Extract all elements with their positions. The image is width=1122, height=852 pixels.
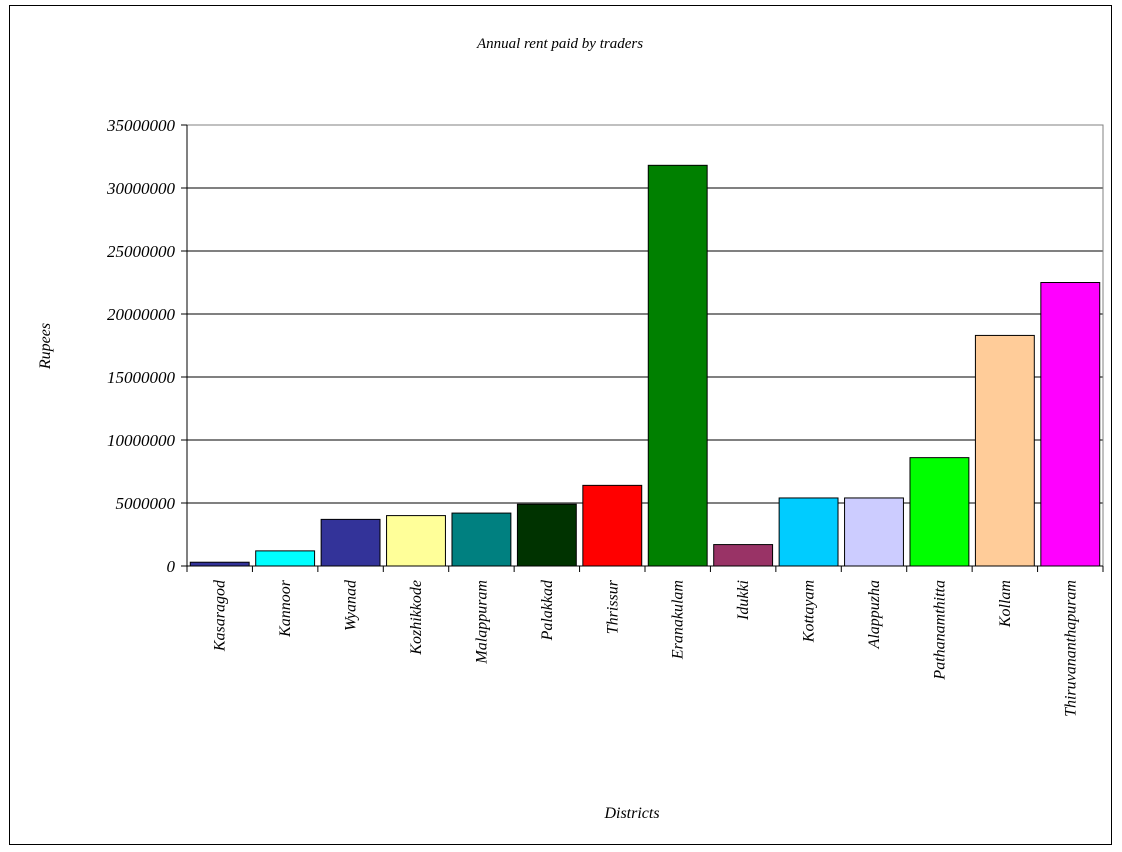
x-tick-label: Thiruvananthapuram bbox=[1062, 580, 1079, 717]
x-tick-label: Eranakulam bbox=[670, 580, 687, 660]
bar-idukki bbox=[713, 544, 774, 567]
x-axis-label: Districts bbox=[603, 805, 659, 822]
bar-malappuram bbox=[451, 512, 512, 567]
bar-alappuzha bbox=[844, 497, 904, 567]
chart-frame bbox=[9, 5, 1112, 845]
bar-eranakulam bbox=[647, 164, 708, 567]
x-tick-label: Idukki bbox=[735, 580, 752, 621]
bars bbox=[189, 164, 1101, 567]
bar-kannoor bbox=[255, 550, 316, 567]
y-tick-label: 10000000 bbox=[107, 431, 176, 450]
x-tick-label: Kottayam bbox=[801, 580, 818, 643]
x-tick-label: Thrissur bbox=[604, 579, 621, 634]
x-tick-label: Malappuram bbox=[473, 580, 490, 665]
y-axis-ticks: 0 5000000 10000000 15000000 20000000 25000000… bbox=[106, 116, 187, 576]
bar-kozhikkode bbox=[386, 515, 446, 567]
y-tick-label: 25000000 bbox=[107, 242, 176, 261]
bar-thiruvananthapuram bbox=[1040, 282, 1101, 567]
bar-wyanad bbox=[320, 518, 381, 567]
x-tick-label: Palakkad bbox=[539, 579, 556, 641]
y-axis-label: Rupees bbox=[37, 323, 54, 370]
y-tick-label: 35000000 bbox=[106, 116, 176, 135]
bar-kasaragod bbox=[189, 561, 250, 567]
gridlines bbox=[187, 124, 1103, 504]
x-tick-label: Kasaragod bbox=[212, 579, 229, 652]
x-tick-label: Wyanad bbox=[343, 579, 360, 631]
y-tick-label: 5000000 bbox=[116, 494, 176, 513]
x-tick-label: Pathanamthitta bbox=[931, 580, 948, 681]
x-axis-ticks: Kasaragod Kannoor Wyanad Kozhikkode Malappur… bbox=[186, 566, 1104, 717]
bar-kollam bbox=[974, 334, 1035, 567]
bar-kottayam bbox=[778, 497, 839, 567]
bar-thrissur bbox=[582, 484, 643, 567]
bar-palakkad bbox=[516, 503, 577, 567]
bar-pathanamthitta bbox=[909, 457, 970, 567]
x-tick-label: Kannoor bbox=[277, 579, 294, 638]
x-tick-label: Kollam bbox=[997, 580, 1014, 628]
x-tick-label: Kozhikkode bbox=[408, 580, 425, 656]
x-tick-label: Alappuzha bbox=[866, 580, 883, 649]
y-tick-label: 15000000 bbox=[107, 368, 176, 387]
y-tick-label: 20000000 bbox=[107, 305, 176, 324]
y-tick-label: 30000000 bbox=[106, 179, 176, 198]
y-tick-label: 0 bbox=[167, 557, 176, 576]
chart-title: Annual rent paid by traders bbox=[476, 36, 643, 52]
